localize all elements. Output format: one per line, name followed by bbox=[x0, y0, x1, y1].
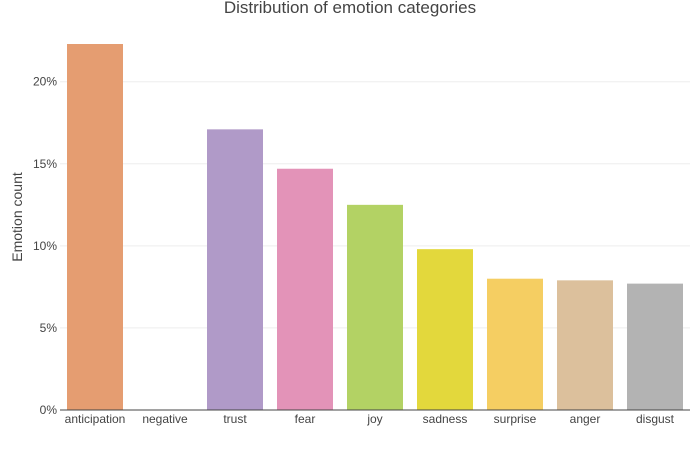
bars bbox=[67, 44, 683, 411]
x-tick-label: anger bbox=[570, 412, 601, 426]
x-tick-label: joy bbox=[366, 412, 382, 426]
bar-fear[interactable] bbox=[277, 168, 333, 410]
bar-joy[interactable] bbox=[347, 204, 403, 410]
y-axis-label: Emotion count bbox=[9, 172, 25, 262]
x-tick-label: surprise bbox=[494, 412, 537, 426]
bar-trust[interactable] bbox=[207, 129, 263, 411]
x-tick-label: disgust bbox=[636, 412, 675, 426]
x-tick-labels: anticipation negative trust fear joy sadness s… bbox=[65, 412, 675, 426]
bar-sadness[interactable] bbox=[417, 249, 473, 410]
x-tick-label: sadness bbox=[423, 412, 468, 426]
y-tick-label: 5% bbox=[40, 321, 58, 335]
bar-anger[interactable] bbox=[557, 280, 613, 410]
x-tick-label: fear bbox=[295, 412, 316, 426]
y-tick-label: 0% bbox=[40, 403, 58, 417]
x-tick-label: negative bbox=[142, 412, 188, 426]
x-tick-label: trust bbox=[223, 412, 247, 426]
bar-anticipation[interactable] bbox=[67, 44, 123, 410]
bar-disgust[interactable] bbox=[627, 283, 683, 410]
bar-surprise[interactable] bbox=[487, 278, 543, 410]
y-tick-label: 20% bbox=[33, 75, 57, 89]
chart-title: Distribution of emotion categories bbox=[224, 0, 476, 17]
y-tick-label: 15% bbox=[33, 157, 57, 171]
y-tick-label: 10% bbox=[33, 239, 57, 253]
y-tick-labels: 0% 5% 10% 15% 20% bbox=[33, 75, 57, 417]
x-tick-label: anticipation bbox=[65, 412, 126, 426]
